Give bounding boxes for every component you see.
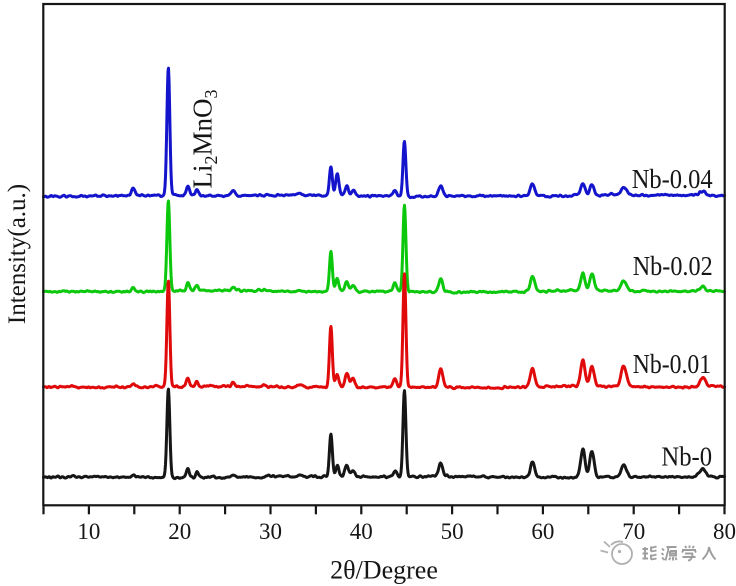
svg-text:Nb-0: Nb-0 [661,442,712,472]
svg-text:Nb-0.04: Nb-0.04 [632,164,713,194]
svg-text:30: 30 [259,519,282,544]
svg-text:Nb-0.02: Nb-0.02 [633,251,713,281]
svg-text:60: 60 [531,519,554,544]
svg-text:2θ/Degree: 2θ/Degree [330,556,438,585]
svg-text:80: 80 [713,519,736,544]
svg-text:50: 50 [441,519,464,544]
svg-text:10: 10 [77,519,100,544]
svg-text:40: 40 [350,519,373,544]
svg-text:Li2MnO3: Li2MnO3 [188,89,222,188]
svg-text:70: 70 [622,519,645,544]
svg-text:Nb-0.01: Nb-0.01 [633,349,712,379]
svg-text:20: 20 [168,519,191,544]
svg-text:Intensity(a.u.): Intensity(a.u.) [4,184,31,324]
